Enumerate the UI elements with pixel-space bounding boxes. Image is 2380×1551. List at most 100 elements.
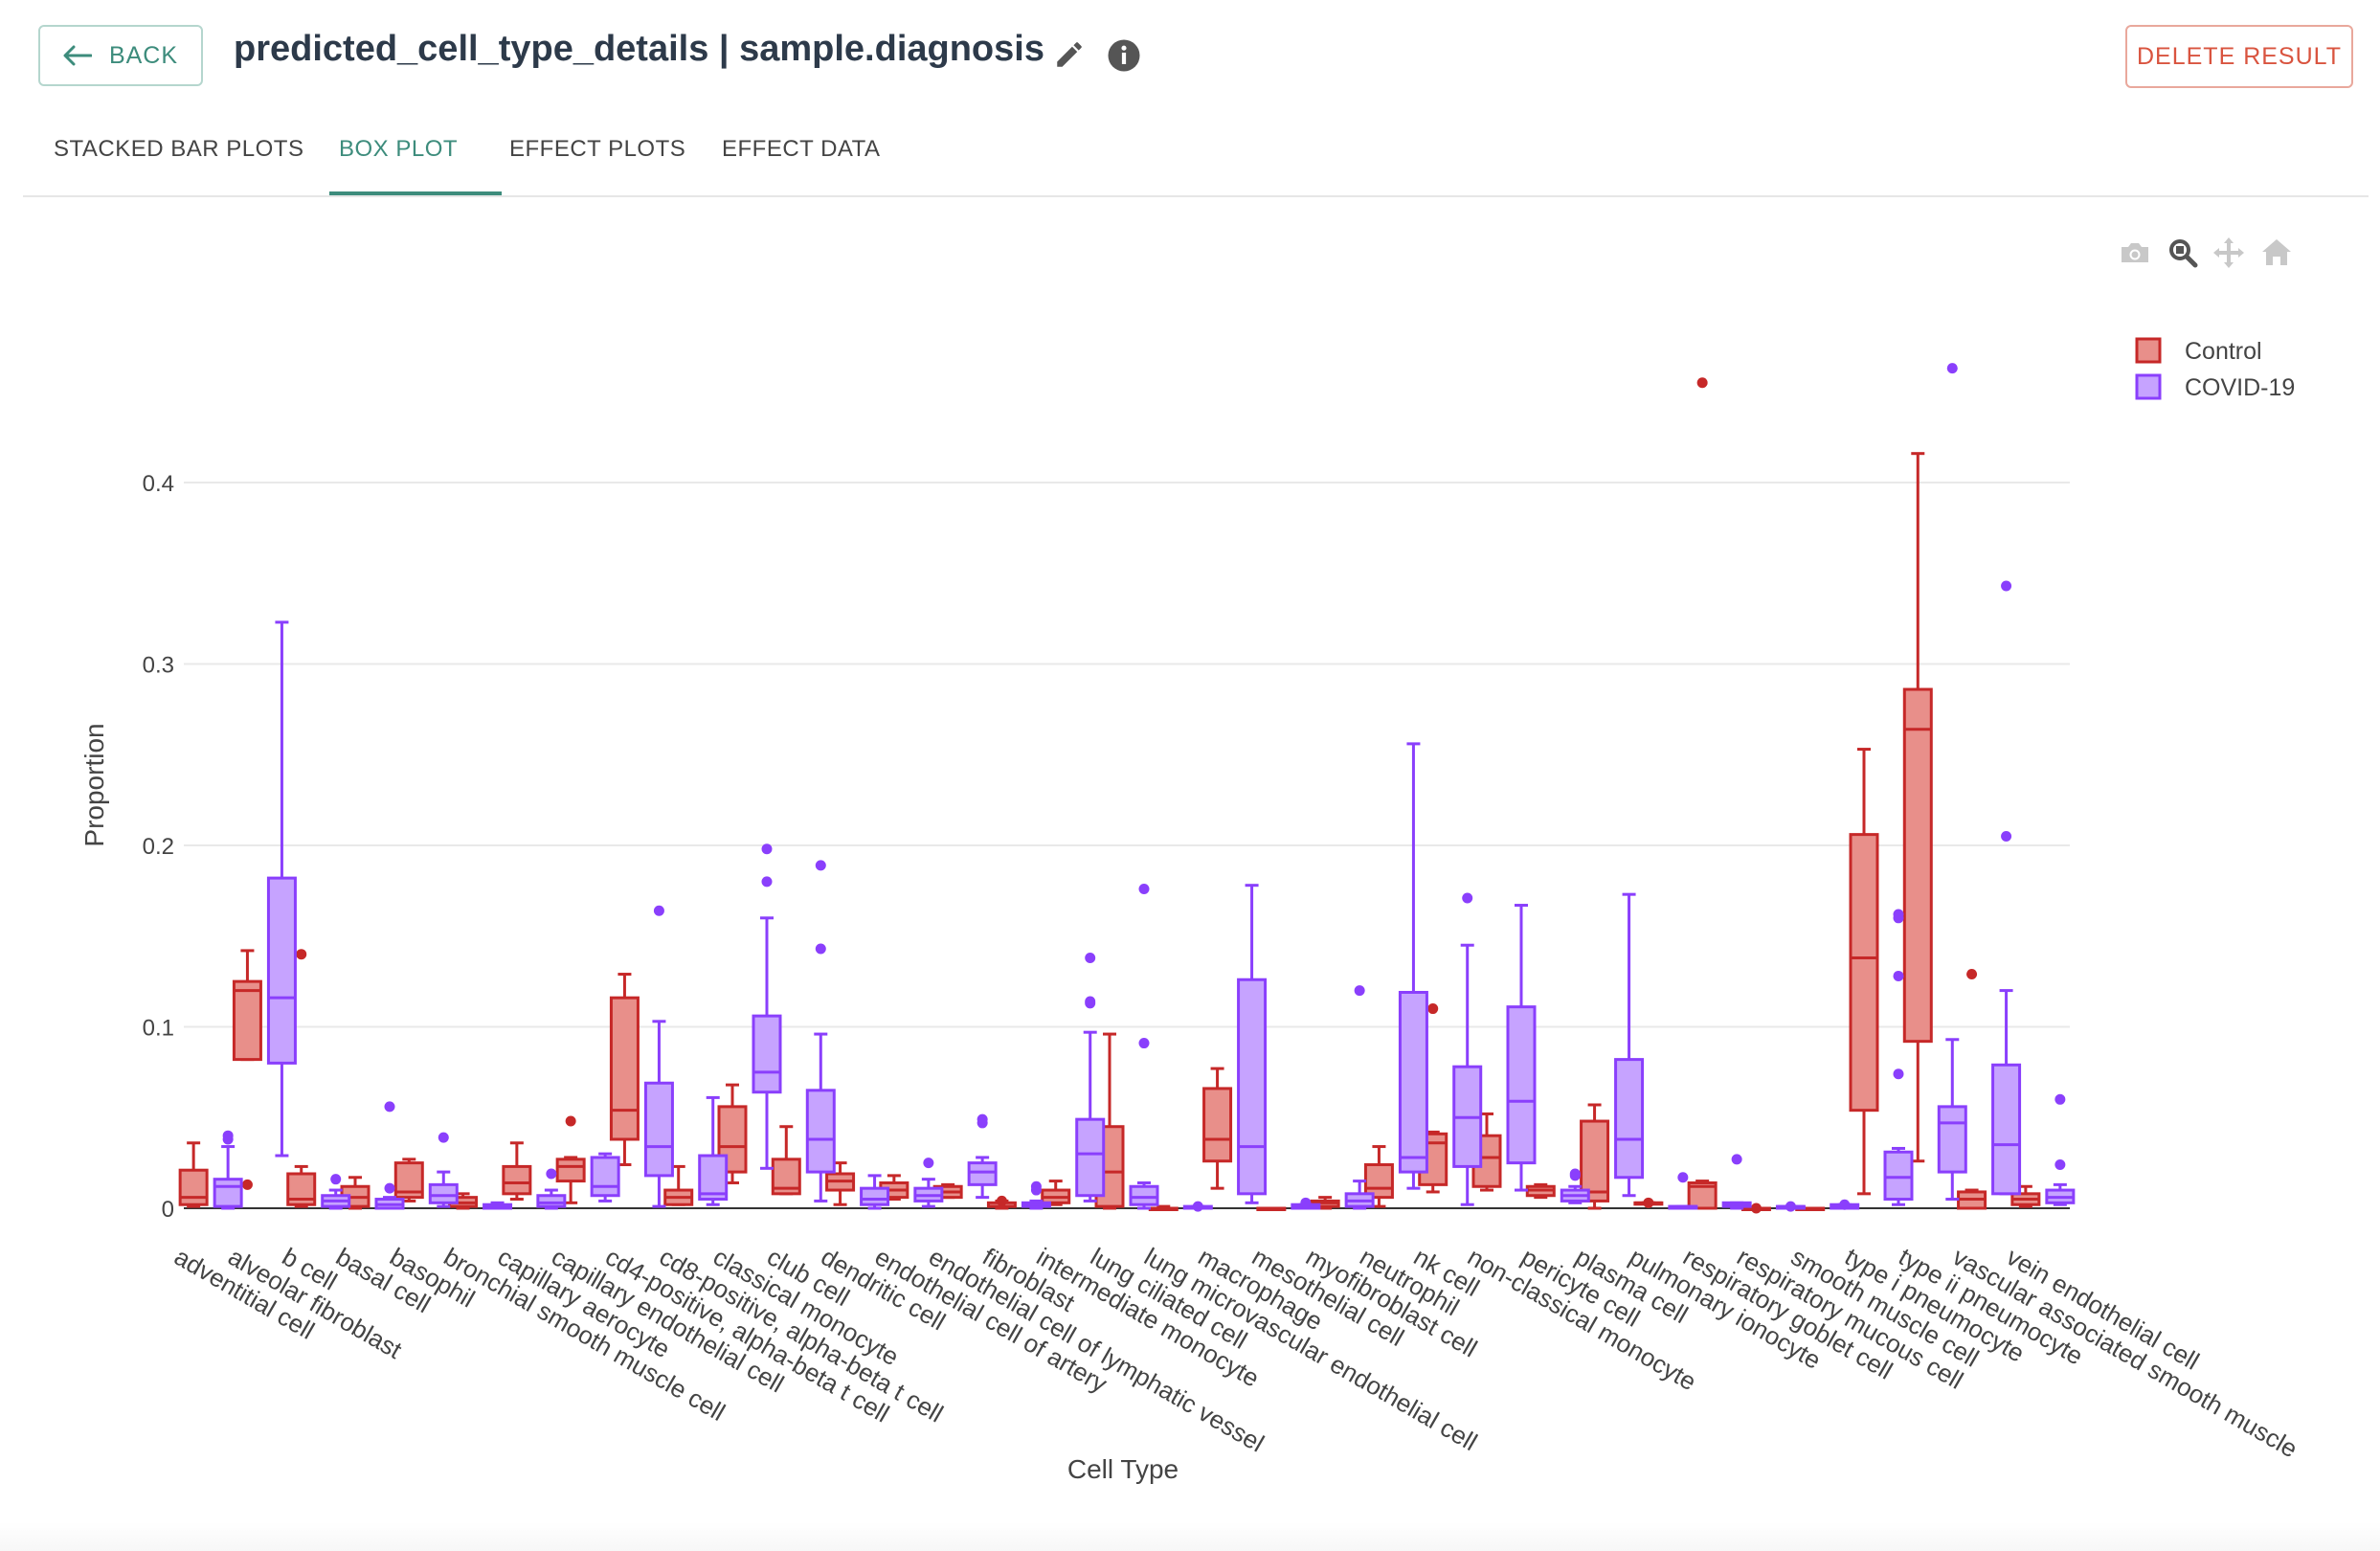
- outlier-point: [977, 1113, 988, 1125]
- box-body: [609, 996, 640, 1141]
- box-body: [1398, 990, 1428, 1174]
- delete-result-button[interactable]: DELETE RESULT: [2125, 25, 2353, 88]
- legend-swatch: [2135, 373, 2162, 400]
- outlier-point: [1030, 1180, 1042, 1192]
- outlier-point: [815, 860, 826, 871]
- active-tab-indicator: [329, 191, 502, 195]
- outlier-point: [546, 1168, 557, 1180]
- tab-box-plot[interactable]: BOX PLOT: [339, 136, 459, 162]
- back-button[interactable]: BACK: [38, 25, 203, 86]
- pencil-icon[interactable]: [1053, 38, 1086, 71]
- outlier-point: [1643, 1197, 1654, 1208]
- box-body: [213, 1178, 243, 1208]
- outlier-point: [996, 1195, 1007, 1206]
- box-body: [1937, 1105, 1967, 1174]
- outlier-point: [438, 1132, 449, 1143]
- outlier-point: [653, 905, 664, 916]
- outlier-point: [1696, 377, 1708, 389]
- outlier-point: [1354, 985, 1365, 997]
- outlier-point: [222, 1130, 234, 1141]
- back-button-label: BACK: [108, 41, 179, 69]
- outlier-point: [1427, 1003, 1439, 1015]
- outlier-point: [565, 1115, 576, 1127]
- pan-icon[interactable]: [2210, 234, 2248, 272]
- zoom-icon[interactable]: [2164, 234, 2202, 272]
- tab-effect-data[interactable]: EFFECT DATA: [722, 136, 881, 162]
- box-body: [1614, 1058, 1645, 1180]
- outlier-point: [384, 1182, 395, 1194]
- tab-stacked-bar-plots[interactable]: STACKED BAR PLOTS: [54, 136, 304, 162]
- box-body: [698, 1154, 729, 1202]
- y-tick-label: 0.1: [143, 1016, 174, 1042]
- outlier-point: [1839, 1199, 1851, 1210]
- tab-effect-plots[interactable]: EFFECT PLOTS: [509, 136, 686, 162]
- outlier-point: [296, 949, 307, 960]
- outlier-point: [1750, 1203, 1762, 1214]
- outlier-point: [1085, 996, 1096, 1007]
- box-body: [428, 1182, 459, 1204]
- box-body: [1237, 978, 1268, 1196]
- bottom-shadow: [0, 1522, 2380, 1551]
- outlier-point: [2001, 831, 2012, 843]
- top-bar: BACK predicted_cell_type_details | sampl…: [0, 0, 2380, 115]
- y-tick-label: 0.2: [143, 834, 174, 860]
- box-body: [643, 1081, 674, 1178]
- box-body: [1075, 1117, 1106, 1198]
- y-axis-title: Proportion: [79, 723, 109, 846]
- outlier-point: [2001, 580, 2012, 592]
- legend-swatch: [2135, 337, 2162, 364]
- outlier-point: [1300, 1197, 1312, 1208]
- box-body: [1902, 687, 1933, 1044]
- box-body: [967, 1161, 998, 1186]
- outlier-point: [1893, 909, 1904, 920]
- outlier-point: [1893, 1068, 1904, 1080]
- box-body: [860, 1186, 890, 1206]
- outlier-point: [1677, 1172, 1689, 1183]
- legend-label: Control: [2185, 338, 2262, 365]
- outlier-point: [815, 943, 826, 955]
- box-body: [178, 1168, 209, 1206]
- camera-icon[interactable]: [2116, 234, 2154, 272]
- tab-bar: STACKED BAR PLOTS BOX PLOT EFFECT PLOTS …: [23, 126, 2369, 197]
- box-body: [1580, 1119, 1610, 1203]
- box-body: [1883, 1150, 1914, 1202]
- outlier-point: [330, 1174, 342, 1185]
- box-body: [1202, 1087, 1233, 1163]
- outlier-point: [1085, 952, 1096, 963]
- outlier-point: [1966, 969, 1978, 980]
- outlier-point: [761, 876, 773, 888]
- outlier-point: [1138, 1038, 1150, 1049]
- box-body: [1363, 1163, 1394, 1200]
- box-body: [555, 1158, 586, 1183]
- info-icon[interactable]: [1107, 38, 1141, 73]
- box-body: [1849, 833, 1879, 1113]
- outlier-point: [384, 1101, 395, 1113]
- box-body: [752, 1014, 782, 1094]
- outlier-point: [2054, 1159, 2066, 1171]
- outlier-point: [1138, 883, 1150, 894]
- outlier-point: [1192, 1201, 1203, 1212]
- page-title: predicted_cell_type_details | sample.dia…: [234, 29, 1044, 69]
- outlier-point: [1462, 892, 1473, 904]
- y-tick-label: 0: [162, 1197, 174, 1223]
- box-body: [1129, 1184, 1159, 1206]
- outlier-point: [1785, 1201, 1796, 1212]
- box-body: [1991, 1063, 2022, 1196]
- outlier-point: [1893, 970, 1904, 981]
- box-body: [232, 979, 262, 1062]
- outlier-point: [1569, 1168, 1581, 1180]
- outlier-point: [2054, 1093, 2066, 1105]
- outlier-point: [1946, 363, 1958, 374]
- x-axis-title: Cell Type: [1067, 1454, 1179, 1484]
- outlier-point: [923, 1158, 934, 1169]
- box-body: [805, 1089, 836, 1174]
- box-body: [266, 876, 297, 1065]
- outlier-point: [1731, 1154, 1742, 1165]
- outlier-point: [241, 1179, 253, 1190]
- outlier-point: [761, 843, 773, 855]
- home-icon[interactable]: [2257, 234, 2296, 272]
- y-tick-label: 0.4: [143, 471, 174, 497]
- box-body: [502, 1164, 532, 1196]
- arrow-left-icon: [63, 45, 92, 66]
